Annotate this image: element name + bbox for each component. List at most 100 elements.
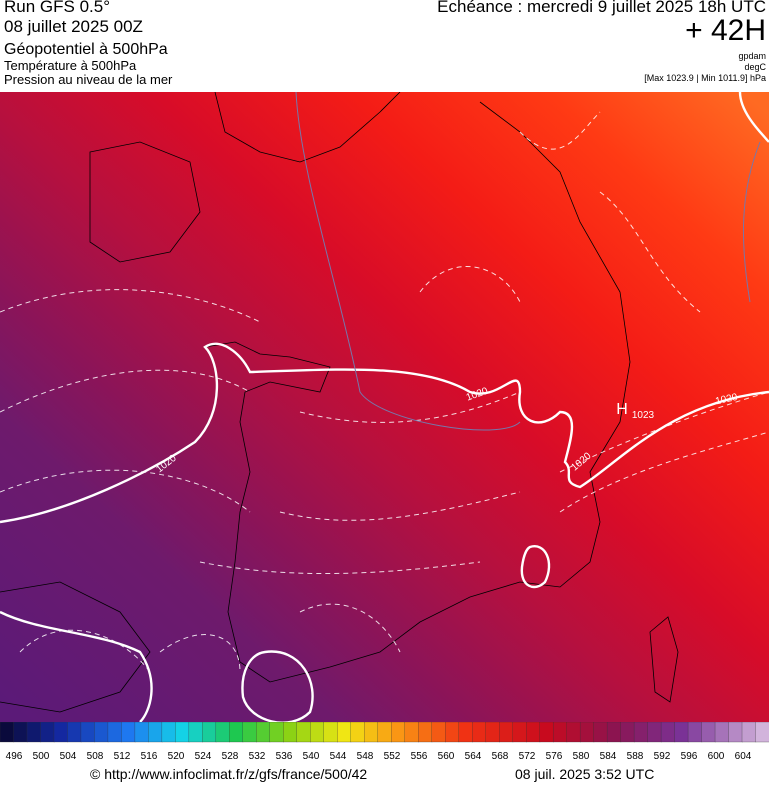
colorbar-swatch xyxy=(660,722,676,743)
colorbar-swatch xyxy=(485,722,500,743)
colorbar-label: 600 xyxy=(708,751,725,762)
generated-time: 08 juil. 2025 3:52 UTC xyxy=(515,766,655,782)
colorbar-swatch xyxy=(579,722,595,743)
colorbar-swatch xyxy=(472,722,487,743)
isotherm xyxy=(295,92,521,431)
colorbar-label: 568 xyxy=(492,751,509,762)
colorbar-swatch xyxy=(215,722,231,743)
colorbar-label: 512 xyxy=(114,751,131,762)
colorbar-swatch xyxy=(242,722,257,743)
colorbar-swatch xyxy=(202,722,217,743)
colorbar-swatch xyxy=(593,722,608,743)
colorbar-swatch xyxy=(391,722,406,743)
colorbar-swatch xyxy=(107,722,123,743)
valid-time: Echéance : mercredi 9 juillet 2025 18h U… xyxy=(437,0,766,16)
model: Run GFS 0.5° xyxy=(4,0,111,16)
colorbar-label: 524 xyxy=(195,751,212,762)
colorbar-swatch xyxy=(148,722,163,743)
colorbar-swatch xyxy=(175,722,190,743)
colorbar-label: 572 xyxy=(519,751,536,762)
colorbar-swatch xyxy=(539,722,554,743)
colorbar-swatch xyxy=(256,722,271,743)
lead-time: + 42H xyxy=(685,14,766,47)
colorbar-swatch xyxy=(418,722,433,743)
colorbar-label: 508 xyxy=(87,751,104,762)
colorbar: 496 500 504 508 512 516 520 524 528 532 536 540 544 5… xyxy=(0,722,769,762)
colorbar-label: 604 xyxy=(735,751,752,762)
colorbar-label: 504 xyxy=(60,751,77,762)
colorbar-label: 552 xyxy=(384,751,401,762)
colorbar-label: 576 xyxy=(546,751,563,762)
colorbar-swatch xyxy=(728,722,743,743)
colorbar-label: 532 xyxy=(249,751,266,762)
colorbar-swatch xyxy=(94,722,109,743)
colorbar-label: 496 xyxy=(6,751,23,762)
colorbar-label: 556 xyxy=(411,751,428,762)
source: © http://www.infoclimat.fr/z/gfs/france/… xyxy=(90,766,368,782)
unit: degC xyxy=(744,62,766,72)
colorbar-swatch xyxy=(40,722,55,743)
colorbar-swatch xyxy=(188,722,204,743)
colorbar-swatch xyxy=(404,722,419,743)
isobar-label: H xyxy=(616,401,628,418)
colorbar-label: 580 xyxy=(573,751,590,762)
colorbar-label: 548 xyxy=(357,751,374,762)
colorbar-swatch xyxy=(552,722,568,743)
colorbar-swatch xyxy=(283,722,298,743)
colorbar-swatch xyxy=(431,722,446,743)
colorbar-swatch xyxy=(134,722,150,743)
colorbar-swatch xyxy=(687,722,703,743)
colorbar-swatch xyxy=(674,722,689,743)
unit: gpdam xyxy=(738,51,766,61)
field: Géopotentiel à 500hPa xyxy=(4,41,168,58)
colorbar-swatch xyxy=(364,722,379,743)
colorbar-swatch xyxy=(620,722,635,743)
colorbar-swatch xyxy=(526,722,541,743)
colorbar-swatch xyxy=(80,722,96,743)
colorbar-label: 516 xyxy=(141,751,158,762)
colorbar-swatch xyxy=(13,722,28,743)
colorbar-swatch xyxy=(633,722,649,743)
colorbar-swatch xyxy=(310,722,325,743)
colorbar-label: 528 xyxy=(222,751,239,762)
colorbar-swatch xyxy=(53,722,69,743)
colorbar-swatch xyxy=(323,722,338,743)
colorbar-swatch xyxy=(566,722,581,743)
colorbar-label: 564 xyxy=(465,751,482,762)
colorbar-label: 544 xyxy=(330,751,347,762)
colorbar-swatch xyxy=(741,722,757,743)
colorbar-label: 588 xyxy=(627,751,644,762)
coastline xyxy=(0,92,679,713)
colorbar-swatch xyxy=(269,722,284,743)
colorbar-swatch xyxy=(755,722,769,743)
isobar-label: 1023 xyxy=(632,410,655,421)
colorbar-swatch xyxy=(26,722,42,743)
pressure-range: [Max 1023.9 | Min 1011.9] hPa xyxy=(644,73,766,83)
colorbar-swatch xyxy=(647,722,662,743)
colorbar-swatch xyxy=(714,722,730,743)
colorbar-swatch xyxy=(499,722,514,743)
colorbar-swatch xyxy=(377,722,392,743)
colorbar-label: 592 xyxy=(654,751,671,762)
colorbar-label: 596 xyxy=(681,751,698,762)
colorbar-swatch xyxy=(350,722,365,743)
colorbar-swatch xyxy=(458,722,473,743)
temperature-field xyxy=(0,92,769,722)
colorbar-swatch xyxy=(296,722,311,743)
isobar-label: 1020 xyxy=(714,392,738,407)
colorbar-label: 584 xyxy=(600,751,617,762)
colorbar-swatch xyxy=(337,722,352,743)
colorbar-label: 520 xyxy=(168,751,185,762)
colorbar-swatch xyxy=(121,722,136,743)
colorbar-label: 540 xyxy=(303,751,320,762)
colorbar-swatch xyxy=(229,722,244,743)
colorbar-swatch xyxy=(701,722,716,743)
isotherm xyxy=(742,141,761,303)
run-date: 08 juillet 2025 00Z xyxy=(4,17,143,36)
colorbar-label: 500 xyxy=(33,751,50,762)
colorbar-label: 536 xyxy=(276,751,293,762)
colorbar-swatch xyxy=(0,722,15,743)
field: Pression au niveau de la mer xyxy=(4,72,173,87)
